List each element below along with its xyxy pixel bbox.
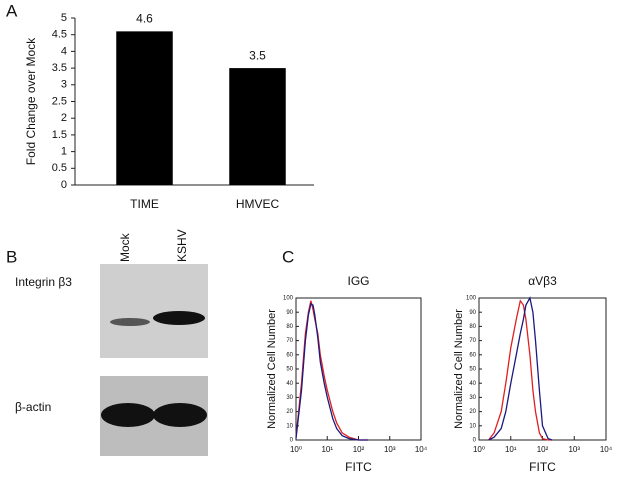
blot-band [101, 403, 155, 427]
y-tick-label: 30 [469, 395, 476, 401]
y-tick-label: 60 [469, 352, 476, 358]
y-tick-label: 10 [469, 423, 476, 429]
y-tick-label: 100 [283, 296, 294, 302]
value-label: 4.6 [136, 12, 153, 26]
y-axis-label: Normalized Cell Number [266, 309, 278, 429]
y-tick-label: 70 [286, 338, 293, 344]
x-tick-label: 10⁰ [473, 445, 485, 454]
y-tick-label: 4 [61, 45, 67, 57]
y-tick-label: 90 [286, 310, 293, 316]
y-tick-label: 0.5 [52, 162, 67, 174]
y-tick-label: 4.5 [52, 29, 67, 41]
value-label: 3.5 [249, 48, 266, 62]
bar [116, 31, 173, 185]
x-axis-label: FITC [529, 460, 556, 474]
y-tick-label: 60 [286, 352, 293, 358]
histogram-line [488, 299, 553, 441]
blot-band [153, 403, 207, 427]
blot-band [153, 311, 205, 325]
blot-band [110, 318, 150, 326]
y-tick-label: 50 [469, 367, 476, 373]
y-tick-label: 40 [286, 381, 293, 387]
y-tick-label: 20 [469, 409, 476, 415]
band-label: β-actin [15, 400, 51, 414]
chart-title: αVβ3 [528, 274, 557, 288]
lane-label: KSHV [175, 229, 189, 262]
y-tick-label: 1.5 [52, 129, 67, 141]
y-tick-label: 50 [286, 367, 293, 373]
y-tick-label: 2.5 [52, 95, 67, 107]
y-tick-label: 5 [61, 12, 67, 24]
y-tick-label: 40 [469, 381, 476, 387]
y-axis-label: Normalized Cell Number [453, 309, 465, 429]
y-tick-label: 100 [466, 296, 477, 302]
x-tick-label: 10¹ [321, 445, 333, 454]
bar [229, 68, 286, 185]
y-tick-label: 20 [286, 409, 293, 415]
panel-label: C [282, 247, 294, 266]
x-tick-label: 10² [537, 445, 549, 454]
x-tick-label: TIME [130, 197, 159, 211]
histogram-line [295, 300, 368, 441]
chart-title: IGG [347, 274, 369, 288]
y-tick-label: 80 [286, 324, 293, 330]
x-tick-label: HMVEC [236, 197, 280, 211]
x-tick-label: 10⁴ [415, 445, 428, 454]
lane-label: Mock [118, 232, 132, 262]
y-tick-label: 90 [469, 310, 476, 316]
x-tick-label: 10⁴ [600, 445, 613, 454]
y-tick-label: 0 [61, 179, 67, 191]
panel-label: A [6, 1, 18, 20]
x-tick-label: 10³ [384, 445, 396, 454]
y-axis-label: Fold Change over Mock [24, 37, 38, 165]
y-tick-label: 10 [286, 423, 293, 429]
y-tick-label: 3.5 [52, 62, 67, 74]
y-tick-label: 30 [286, 395, 293, 401]
y-tick-label: 1 [61, 146, 67, 158]
histogram-line [295, 302, 368, 441]
x-tick-label: 10⁰ [290, 445, 302, 454]
histogram-line [488, 296, 553, 441]
x-axis-label: FITC [345, 460, 372, 474]
y-tick-label: 3 [61, 79, 67, 91]
y-tick-label: 80 [469, 324, 476, 330]
y-tick-label: 2 [61, 112, 67, 124]
blot-panel [100, 264, 208, 358]
band-label: Integrin β3 [15, 275, 72, 289]
y-tick-label: 0 [290, 438, 294, 444]
y-tick-label: 0 [473, 438, 477, 444]
x-tick-label: 10³ [568, 445, 580, 454]
y-tick-label: 70 [469, 338, 476, 344]
panel-label: B [6, 247, 17, 266]
x-tick-label: 10² [353, 445, 365, 454]
x-tick-label: 10¹ [505, 445, 517, 454]
